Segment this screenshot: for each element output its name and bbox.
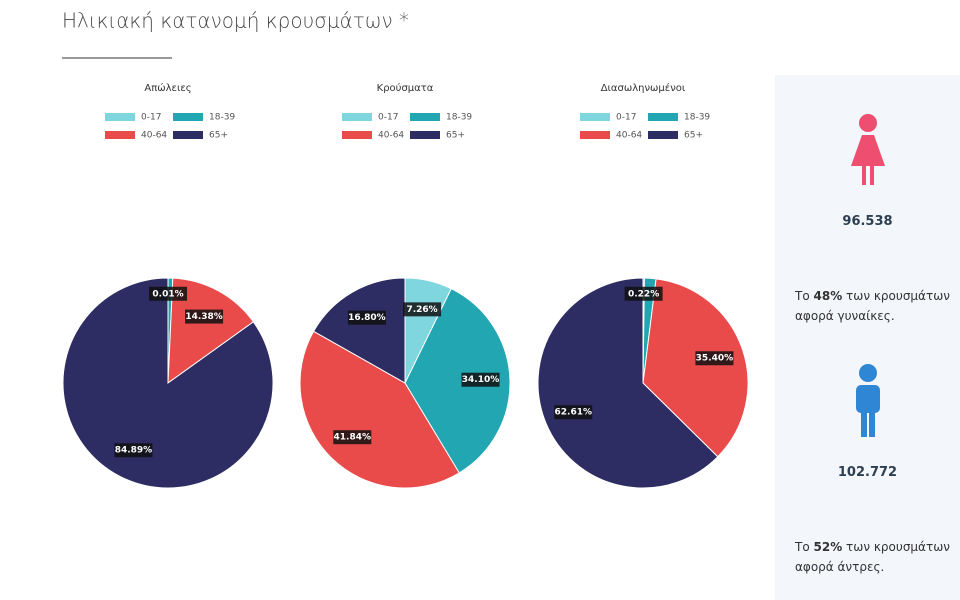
legend-label: 40-64 bbox=[378, 131, 404, 141]
chart-title: Κρούσματα bbox=[377, 82, 434, 94]
text: των κρουσμάτων αφορά γυναίκες. bbox=[795, 289, 950, 323]
chart-title: Απώλειες bbox=[144, 82, 191, 94]
legend-swatch bbox=[410, 131, 440, 139]
legend-swatch bbox=[580, 113, 610, 121]
data-label: 35.40% bbox=[695, 351, 734, 366]
label-bg bbox=[114, 443, 153, 458]
text: Το bbox=[795, 289, 814, 303]
pie-slice bbox=[537, 277, 719, 489]
legend-label: 18-39 bbox=[446, 113, 472, 123]
text: Το bbox=[795, 540, 814, 554]
pie-slice bbox=[642, 278, 749, 458]
percent: 52% bbox=[813, 540, 843, 554]
legend-label: 18-39 bbox=[209, 113, 235, 123]
label-bg bbox=[624, 286, 663, 301]
data-label: 34.10% bbox=[461, 372, 500, 387]
text: των κρουσμάτων αφορά άντρες. bbox=[795, 540, 950, 574]
label-text: 84.89% bbox=[115, 446, 153, 456]
chart-title: Διασωληνωμένοι bbox=[601, 82, 686, 94]
label-bg bbox=[149, 286, 188, 301]
label-bg bbox=[554, 405, 593, 420]
legend-swatch bbox=[342, 131, 372, 139]
pie-slice bbox=[312, 277, 406, 384]
legend-label: 0-17 bbox=[616, 113, 636, 123]
data-label: 62.61% bbox=[554, 405, 593, 420]
label-bg bbox=[403, 302, 442, 317]
male-icon bbox=[856, 364, 880, 437]
legend-swatch bbox=[105, 113, 135, 121]
label-text: 7.26% bbox=[406, 305, 437, 315]
legend-swatch bbox=[342, 113, 372, 121]
legend-label: 18-39 bbox=[684, 113, 710, 123]
label-text: 34.10% bbox=[462, 375, 500, 385]
label-bg bbox=[333, 430, 372, 445]
data-label: 0.22% bbox=[624, 286, 663, 301]
data-label: 16.80% bbox=[347, 310, 386, 325]
female-icon bbox=[851, 114, 885, 185]
women-text: Το 48% των κρουσμάτων αφορά γυναίκες. bbox=[795, 286, 955, 326]
label-bg bbox=[347, 310, 386, 325]
label-text: 62.61% bbox=[555, 408, 593, 418]
legend-swatch bbox=[173, 113, 203, 121]
data-label: 14.38% bbox=[185, 309, 224, 324]
label-bg bbox=[695, 351, 734, 366]
pie-slice bbox=[167, 277, 255, 385]
legend-label: 65+ bbox=[684, 131, 703, 141]
page-title: Ηλικιακή κατανομή κρουσμάτων * bbox=[62, 9, 409, 33]
legend-swatch bbox=[173, 131, 203, 139]
legend-label: 40-64 bbox=[616, 131, 642, 141]
legend-swatch bbox=[580, 131, 610, 139]
label-text: 35.40% bbox=[696, 354, 734, 364]
data-label: 84.89% bbox=[114, 443, 153, 458]
legend-swatch bbox=[105, 131, 135, 139]
women-count: 96.538 bbox=[842, 214, 893, 229]
men-count: 102.772 bbox=[837, 465, 898, 480]
data-label: 0.01% bbox=[149, 286, 188, 301]
legend-label: 40-64 bbox=[141, 131, 167, 141]
label-bg bbox=[185, 309, 224, 324]
label-text: 14.38% bbox=[185, 312, 223, 322]
label-bg bbox=[461, 372, 500, 387]
legend-label: 0-17 bbox=[141, 113, 161, 123]
label-text: 41.84% bbox=[334, 433, 372, 443]
legend-swatch bbox=[410, 113, 440, 121]
label-text: 16.80% bbox=[348, 313, 386, 323]
legend-label: 0-17 bbox=[378, 113, 398, 123]
legend-label: 65+ bbox=[209, 131, 228, 141]
pie-slice bbox=[404, 288, 511, 474]
legend-label: 65+ bbox=[446, 131, 465, 141]
men-text: Το 52% των κρουσμάτων αφορά άντρες. bbox=[795, 537, 955, 577]
data-label: 7.26% bbox=[403, 302, 442, 317]
pie-slice bbox=[299, 330, 460, 489]
data-label: 41.84% bbox=[333, 430, 372, 445]
label-text: 0.01% bbox=[152, 289, 183, 299]
legend-swatch bbox=[648, 113, 678, 121]
legend-swatch bbox=[648, 131, 678, 139]
pie-slice bbox=[62, 277, 274, 489]
label-text: 0.22% bbox=[628, 289, 659, 299]
percent: 48% bbox=[813, 289, 843, 303]
